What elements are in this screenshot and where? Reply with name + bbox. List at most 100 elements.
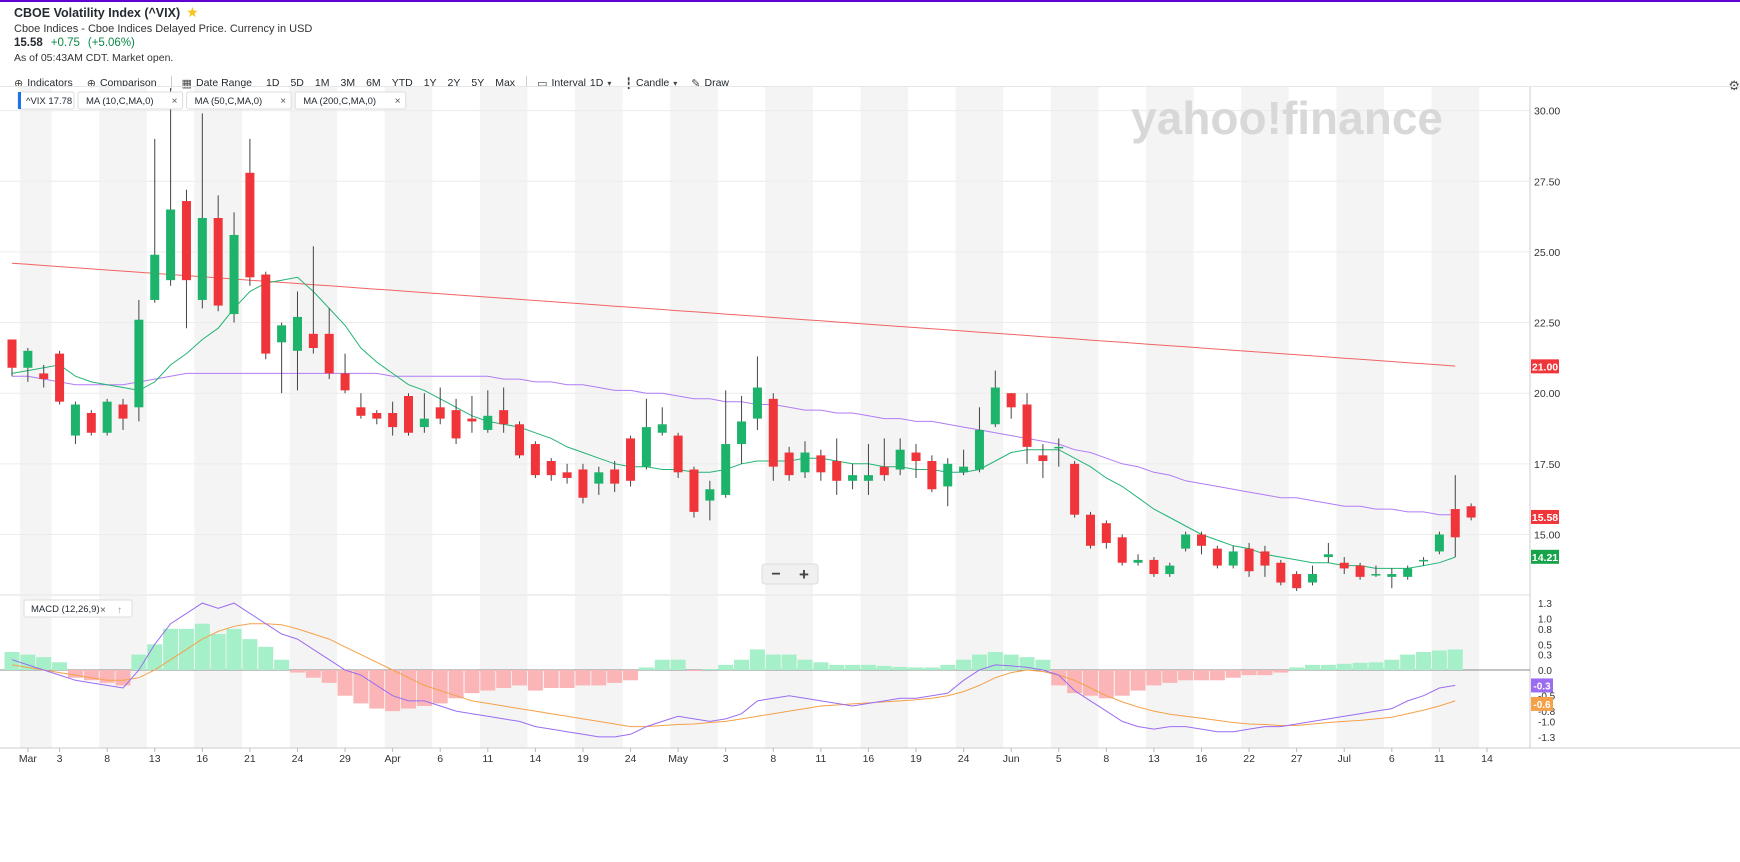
macd-histogram-bar [1336,663,1352,670]
x-tick-label: 16 [1196,753,1208,765]
candle-body [7,339,17,368]
candle-body [816,455,826,473]
candle-body [245,172,255,278]
macd-y-tick-label: -1.3 [1538,733,1556,744]
candle-body [451,410,461,439]
macd-histogram-bar [1416,652,1432,670]
macd-histogram-bar [1384,659,1400,670]
background-band [479,86,528,594]
page-title: CBOE Volatility Index (^VIX) [14,5,181,20]
macd-histogram-bar [734,659,750,670]
candle-body [657,424,667,433]
macd-histogram-bar [654,659,670,670]
current-price: 15.58 [14,37,43,49]
zoom-in-button[interactable]: + [799,565,809,584]
candle-body [594,472,604,484]
candle-body [1197,534,1206,546]
x-tick-label: 3 [57,753,63,765]
x-tick-label: 8 [1103,753,1109,765]
gear-icon[interactable]: ⚙ [1728,78,1740,93]
macd-histogram-bar [1067,670,1083,694]
macd-histogram-bar [686,670,702,672]
macd-histogram-bar [1352,662,1368,670]
candle-body [102,401,112,433]
macd-histogram-bar [971,654,987,670]
candle-body [1466,506,1476,518]
candle-body [1070,463,1080,515]
background-band [1431,596,1480,748]
price-chart[interactable]: yahoo!finance 30.00 27.50 25.00 22.50 20.00 17… [0,86,1740,862]
x-tick-label: 3 [723,753,729,765]
candle-body [1117,537,1127,563]
macd-histogram-bar [432,670,448,704]
macd-histogram-bar [876,665,892,670]
candle-body [848,475,858,481]
x-tick-label: May [668,753,689,765]
macd-histogram-bar [416,670,432,706]
candle-body [927,461,937,490]
macd-histogram-bar [448,670,464,699]
candle-body [181,201,191,281]
macd-histogram-bar [289,670,305,673]
macd-histogram-bar [765,654,781,670]
toolbar-divider [526,76,528,90]
candle-body [1434,534,1444,552]
background-band [19,596,52,748]
x-tick-label: 24 [625,753,637,765]
x-tick-label: 19 [910,753,922,765]
candle-body [974,429,984,470]
candle-body [562,472,572,478]
plus-circle-icon: ⊕ [86,77,96,90]
star-icon[interactable]: ★ [186,4,199,20]
macd-histogram-bar [305,670,321,678]
x-tick-label: 11 [482,753,493,765]
macd-histogram-bar [1130,670,1146,691]
x-tick-label: 8 [770,753,776,765]
top-accent-line [0,0,1740,2]
candle-body [959,466,969,473]
x-tick-label: Jul [1338,753,1351,765]
macd-histogram-bar [845,664,861,670]
x-tick-label: 6 [437,753,443,765]
candle-body [213,217,223,306]
candle-body [1260,551,1270,566]
macd-histogram-bar [1178,670,1194,681]
macd-histogram-bar [1035,659,1051,670]
macd-histogram-bar [940,664,956,670]
macd-histogram-bar [1098,670,1114,699]
chevron-down-icon: ▾ [673,78,678,88]
macd-y-tick-label: 0.5 [1538,640,1552,651]
x-tick-label: Apr [384,753,401,765]
candle-body [530,444,540,476]
candle-body [1371,574,1381,576]
chevron-down-icon: ▾ [607,78,612,88]
candle-body [1054,446,1064,449]
candle-body [404,396,413,433]
candle-body [483,415,493,430]
candle-body [626,438,636,481]
y-tick-label: 22.50 [1534,318,1560,330]
candle-body [911,452,921,462]
candle-body [1149,559,1159,575]
price-axis-label-text: 15.58 [1532,512,1558,524]
candle-body [737,421,747,445]
x-tick-label: 13 [149,753,161,765]
candle-body [166,209,176,281]
candle-body [1355,565,1365,577]
y-tick-label: 25.00 [1534,247,1560,259]
background-band [860,86,909,594]
close-icon: × [172,96,178,107]
macd-signal-line [11,623,1456,728]
zoom-out-button[interactable]: − [771,566,780,583]
candle-body [1212,548,1222,566]
x-tick-label: 21 [244,753,256,765]
close-icon: × [100,605,106,616]
y-tick-label: 20.00 [1534,388,1560,400]
macd-histogram-bar [337,670,353,696]
macd-legend-label: MACD (12,26,9) [31,604,100,615]
macd-histogram-bar [1447,649,1463,670]
macd-histogram-bar [1305,664,1321,670]
macd-y-tick-label: 0.0 [1538,666,1552,677]
candle-body [1403,568,1413,577]
candle-body [419,418,429,428]
